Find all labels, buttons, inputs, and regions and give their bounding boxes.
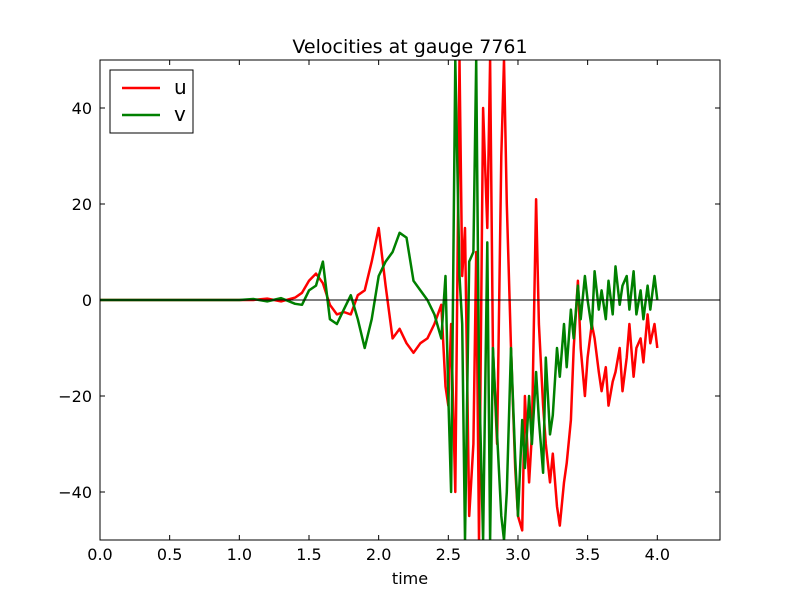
y-tick-label: −40 (58, 483, 92, 502)
y-tick-label: −20 (58, 387, 92, 406)
x-tick-label: 1.0 (227, 545, 252, 564)
legend-box (109, 69, 194, 134)
x-tick-label: 1.5 (296, 545, 321, 564)
x-tick-label: 2.0 (366, 545, 391, 564)
y-tick-label: 0 (82, 291, 92, 310)
x-tick-label: 3.5 (575, 545, 600, 564)
legend: uv (109, 69, 194, 134)
x-tick-label: 4.0 (645, 545, 670, 564)
chart-title: Velocities at gauge 7761 (292, 36, 527, 58)
legend-label-u: u (174, 75, 187, 99)
y-tick-label: 40 (72, 99, 92, 118)
plot-area (100, 60, 720, 540)
x-tick-label: 3.0 (505, 545, 530, 564)
series-line-u (100, 60, 659, 540)
x-tick-label: 0.0 (87, 545, 112, 564)
series-line-v (100, 60, 659, 540)
x-tick-label: 0.5 (157, 545, 182, 564)
x-axis-label: time (392, 569, 428, 588)
x-tick-label: 2.5 (436, 545, 461, 564)
x-axis: 0.0 0.5 1.0 1.5 2.0 2.5 3.0 3.5 4.0 (87, 60, 670, 564)
y-axis: 40 20 0 −20 −40 (58, 99, 720, 502)
legend-label-v: v (174, 102, 186, 126)
y-tick-label: 20 (72, 195, 92, 214)
